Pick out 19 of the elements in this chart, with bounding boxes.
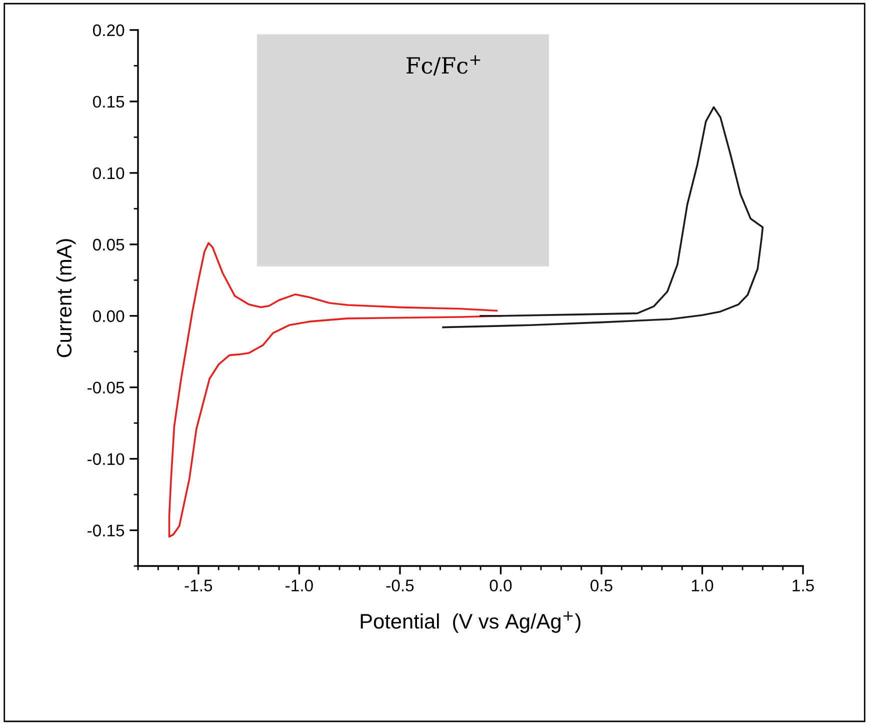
y-tick-label: -0.10 [88, 453, 124, 466]
x-tick-label: 0.0 [490, 580, 512, 592]
y-tick-label: 0.20 [93, 24, 124, 36]
y-tick-label: 0.15 [93, 96, 124, 108]
x-tick-label: 0.5 [590, 580, 612, 592]
y-tick-label: -0.05 [88, 382, 124, 394]
x-axis-title: Potential (V vs Ag/Ag$^{+}$) [360, 611, 580, 633]
y-tick-label: 0.00 [93, 310, 124, 322]
annotation: Fc/Fc$^{+}$ [406, 55, 480, 76]
y-tick-label: 0.05 [93, 238, 124, 251]
line-series [442, 106, 764, 328]
x-tick-label: 1.0 [692, 580, 714, 592]
x-tick-label: 1.5 [792, 580, 814, 592]
y-axis-title: Current (mA) [56, 239, 76, 358]
x-tick-label: -0.5 [386, 580, 414, 592]
y-tick-label: 0.10 [93, 167, 124, 180]
y-tick-label: -0.15 [88, 524, 124, 536]
x-tick-label: -1.5 [184, 580, 212, 592]
x-tick-label: -1.0 [286, 580, 313, 592]
